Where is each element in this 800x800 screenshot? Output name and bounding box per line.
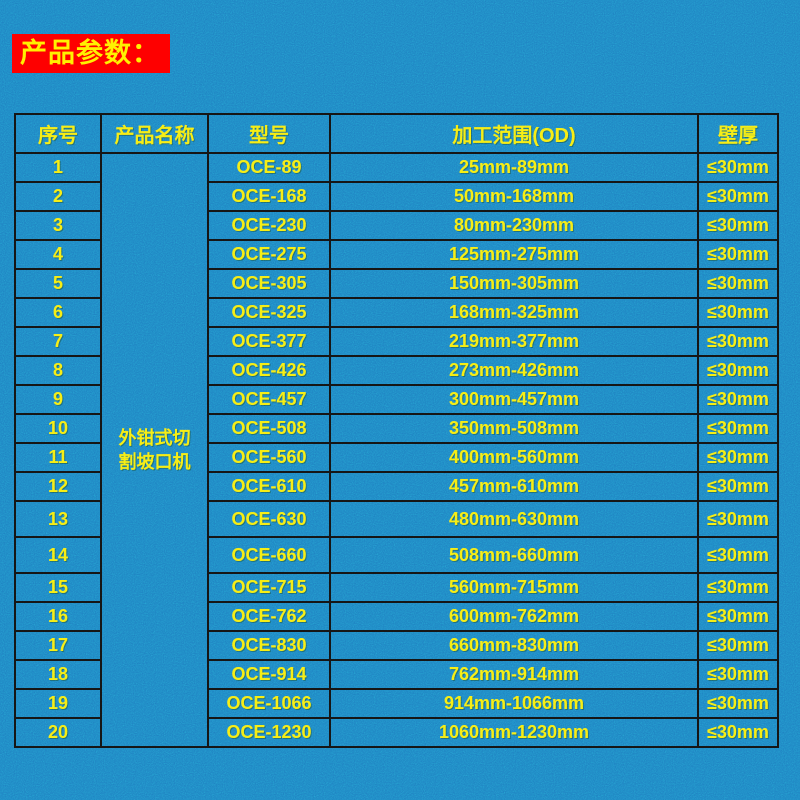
- model-cell: OCE-762: [207, 601, 331, 632]
- model-cell: OCE-89: [207, 152, 331, 183]
- model-cell: OCE-325: [207, 297, 331, 328]
- range-cell: 560mm-715mm: [329, 572, 699, 603]
- header-model: 型号: [207, 113, 331, 154]
- table-header-row: 序号 产品名称 型号 加工范围(OD) 壁厚: [14, 113, 779, 154]
- product-parameters-table: 序号 产品名称 型号 加工范围(OD) 壁厚 1 外钳式切 割坡口机 OCE-8…: [14, 113, 779, 748]
- wall-cell: ≤30mm: [697, 500, 779, 538]
- no-cell: 17: [14, 630, 102, 661]
- model-cell: OCE-1230: [207, 717, 331, 748]
- wall-cell: ≤30mm: [697, 297, 779, 328]
- no-cell: 1: [14, 152, 102, 183]
- product-name-line1: 外钳式切: [118, 427, 191, 448]
- wall-cell: ≤30mm: [697, 413, 779, 444]
- range-cell: 914mm-1066mm: [329, 688, 699, 719]
- no-cell: 16: [14, 601, 102, 632]
- no-cell: 13: [14, 500, 102, 538]
- no-cell: 7: [14, 326, 102, 357]
- range-cell: 273mm-426mm: [329, 355, 699, 386]
- wall-cell: ≤30mm: [697, 326, 779, 357]
- range-cell: 600mm-762mm: [329, 601, 699, 632]
- wall-cell: ≤30mm: [697, 471, 779, 502]
- range-cell: 480mm-630mm: [329, 500, 699, 538]
- wall-cell: ≤30mm: [697, 717, 779, 748]
- table-row: 1 外钳式切 割坡口机 OCE-89 25mm-89mm ≤30mm: [14, 152, 779, 748]
- model-cell: OCE-715: [207, 572, 331, 603]
- product-name-line2: 割坡口机: [118, 452, 191, 472]
- range-cell: 350mm-508mm: [329, 413, 699, 444]
- range-cell: 508mm-660mm: [329, 536, 699, 574]
- header-no: 序号: [14, 113, 102, 154]
- wall-cell: ≤30mm: [697, 355, 779, 386]
- no-cell: 19: [14, 688, 102, 719]
- range-cell: 400mm-560mm: [329, 442, 699, 473]
- no-cell: 11: [14, 442, 102, 473]
- range-cell: 80mm-230mm: [329, 210, 699, 241]
- no-cell: 12: [14, 471, 102, 502]
- model-cell: OCE-275: [207, 239, 331, 270]
- wall-cell: ≤30mm: [697, 630, 779, 661]
- header-range: 加工范围(OD): [329, 113, 699, 154]
- range-cell: 50mm-168mm: [329, 181, 699, 212]
- no-cell: 10: [14, 413, 102, 444]
- range-cell: 150mm-305mm: [329, 268, 699, 299]
- range-cell: 457mm-610mm: [329, 471, 699, 502]
- wall-cell: ≤30mm: [697, 688, 779, 719]
- no-cell: 5: [14, 268, 102, 299]
- range-cell: 1060mm-1230mm: [329, 717, 699, 748]
- model-cell: OCE-426: [207, 355, 331, 386]
- range-cell: 300mm-457mm: [329, 384, 699, 415]
- wall-cell: ≤30mm: [697, 210, 779, 241]
- wall-cell: ≤30mm: [697, 601, 779, 632]
- no-cell: 3: [14, 210, 102, 241]
- no-cell: 20: [14, 717, 102, 748]
- range-cell: 25mm-89mm: [329, 152, 699, 183]
- header-product-name: 产品名称: [100, 113, 209, 154]
- no-cell: 8: [14, 355, 102, 386]
- range-cell: 660mm-830mm: [329, 630, 699, 661]
- no-cell: 15: [14, 572, 102, 603]
- range-cell: 219mm-377mm: [329, 326, 699, 357]
- wall-cell: ≤30mm: [697, 572, 779, 603]
- no-cell: 4: [14, 239, 102, 270]
- model-cell: OCE-660: [207, 536, 331, 574]
- model-cell: OCE-305: [207, 268, 331, 299]
- no-cell: 2: [14, 181, 102, 212]
- wall-cell: ≤30mm: [697, 152, 779, 183]
- wall-cell: ≤30mm: [697, 239, 779, 270]
- wall-cell: ≤30mm: [697, 384, 779, 415]
- wall-cell: ≤30mm: [697, 536, 779, 574]
- no-cell: 18: [14, 659, 102, 690]
- model-cell: OCE-610: [207, 471, 331, 502]
- model-cell: OCE-630: [207, 500, 331, 538]
- wall-cell: ≤30mm: [697, 659, 779, 690]
- model-cell: OCE-230: [207, 210, 331, 241]
- product-name-cell: 外钳式切 割坡口机: [100, 152, 209, 748]
- range-cell: 125mm-275mm: [329, 239, 699, 270]
- model-cell: OCE-168: [207, 181, 331, 212]
- page-title: 产品参数：: [20, 38, 160, 68]
- wall-cell: ≤30mm: [697, 268, 779, 299]
- model-cell: OCE-560: [207, 442, 331, 473]
- no-cell: 9: [14, 384, 102, 415]
- no-cell: 14: [14, 536, 102, 574]
- model-cell: OCE-830: [207, 630, 331, 661]
- model-cell: OCE-914: [207, 659, 331, 690]
- model-cell: OCE-457: [207, 384, 331, 415]
- header-wall: 壁厚: [697, 113, 779, 154]
- model-cell: OCE-1066: [207, 688, 331, 719]
- range-cell: 168mm-325mm: [329, 297, 699, 328]
- no-cell: 6: [14, 297, 102, 328]
- wall-cell: ≤30mm: [697, 442, 779, 473]
- model-cell: OCE-508: [207, 413, 331, 444]
- range-cell: 762mm-914mm: [329, 659, 699, 690]
- title-banner: 产品参数：: [12, 34, 170, 73]
- wall-cell: ≤30mm: [697, 181, 779, 212]
- model-cell: OCE-377: [207, 326, 331, 357]
